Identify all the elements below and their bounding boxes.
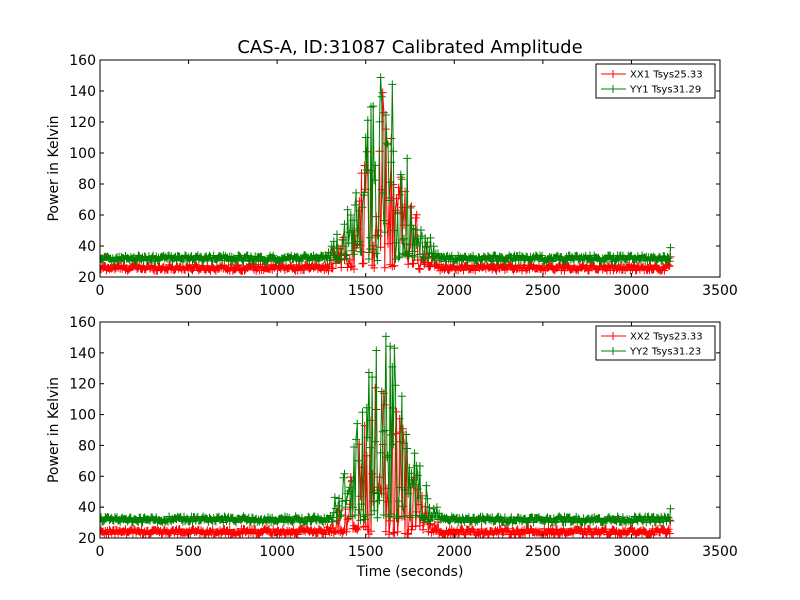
y-tick-label: 120 bbox=[69, 115, 96, 131]
y-tick-label: 100 bbox=[69, 146, 96, 162]
y-tick-label: 160 bbox=[69, 53, 96, 69]
x-tick-label: 1500 bbox=[348, 283, 384, 299]
legend-label: YY2 Tsys31.23 bbox=[629, 347, 701, 358]
series-2 bbox=[100, 332, 675, 527]
legend-marker bbox=[609, 70, 617, 78]
x-tick-label: 3000 bbox=[614, 283, 650, 299]
legend-label: XX2 Tsys23.33 bbox=[630, 332, 703, 343]
x-tick-label: 2500 bbox=[525, 544, 561, 560]
plot-series bbox=[100, 332, 675, 538]
y-axis-label: Power in Kelvin bbox=[46, 377, 62, 483]
legend-box bbox=[595, 63, 716, 99]
legend-label: YY1 Tsys31.29 bbox=[629, 85, 701, 96]
x-tick-label: 500 bbox=[175, 544, 202, 560]
x-tick-label: 3500 bbox=[702, 283, 738, 299]
series-2 bbox=[100, 73, 675, 266]
legend-marker bbox=[609, 332, 617, 340]
x-axis-label: Time (seconds) bbox=[356, 564, 464, 580]
x-tick-label: 2500 bbox=[525, 283, 561, 299]
y-tick-label: 140 bbox=[69, 84, 96, 100]
x-tick-label: 2000 bbox=[436, 283, 472, 299]
legend-box bbox=[595, 325, 716, 361]
series-1 bbox=[100, 383, 675, 538]
x-tick-label: 1000 bbox=[259, 283, 295, 299]
y-tick-label: 80 bbox=[78, 177, 96, 193]
series-markers bbox=[100, 383, 675, 538]
axes-frame bbox=[99, 59, 721, 278]
legend: XX1 Tsys25.33 YY1 Tsys31.29 bbox=[595, 63, 716, 99]
top-panel: 0 500 1000 1500 2000 2500 3000 3500 20 40 60 80 100 1… bbox=[46, 53, 738, 299]
legend: XX2 Tsys23.33 YY2 Tsys31.23 bbox=[595, 325, 716, 361]
series-markers bbox=[100, 332, 675, 527]
y-tick-label: 20 bbox=[78, 531, 96, 547]
y-tick-label: 40 bbox=[78, 239, 96, 255]
x-tick-label: 3000 bbox=[614, 544, 650, 560]
legend-label: XX1 Tsys25.33 bbox=[630, 70, 703, 81]
x-tick-label: 1000 bbox=[259, 544, 295, 560]
series-markers bbox=[100, 88, 675, 275]
plot-series bbox=[100, 73, 675, 275]
axes-frame bbox=[99, 321, 721, 539]
y-tick-label: 20 bbox=[78, 270, 96, 286]
legend-marker bbox=[609, 85, 617, 93]
x-tick-label: 0 bbox=[96, 283, 105, 299]
x-tick-label: 0 bbox=[96, 544, 105, 560]
y-tick-label: 80 bbox=[78, 438, 96, 454]
series-markers bbox=[100, 73, 675, 266]
legend-marker bbox=[609, 347, 617, 355]
y-tick-label: 100 bbox=[69, 408, 96, 424]
y-tick-label: 40 bbox=[78, 500, 96, 516]
figure-title: CAS-A, ID:31087 Calibrated Amplitude bbox=[237, 37, 582, 58]
y-tick-label: 160 bbox=[69, 315, 96, 331]
x-tick-label: 500 bbox=[175, 283, 202, 299]
y-axis-label: Power in Kelvin bbox=[46, 115, 62, 221]
bottom-panel: 0 500 1000 1500 2000 2500 3000 3500 20 40 60 80 100 1… bbox=[46, 315, 738, 580]
x-tick-label: 2000 bbox=[436, 544, 472, 560]
x-tick-label: 3500 bbox=[702, 544, 738, 560]
y-tick-label: 120 bbox=[69, 377, 96, 393]
y-tick-label: 60 bbox=[78, 469, 96, 485]
x-tick-label: 1500 bbox=[348, 544, 384, 560]
y-tick-label: 140 bbox=[69, 346, 96, 362]
y-tick-label: 60 bbox=[78, 208, 96, 224]
